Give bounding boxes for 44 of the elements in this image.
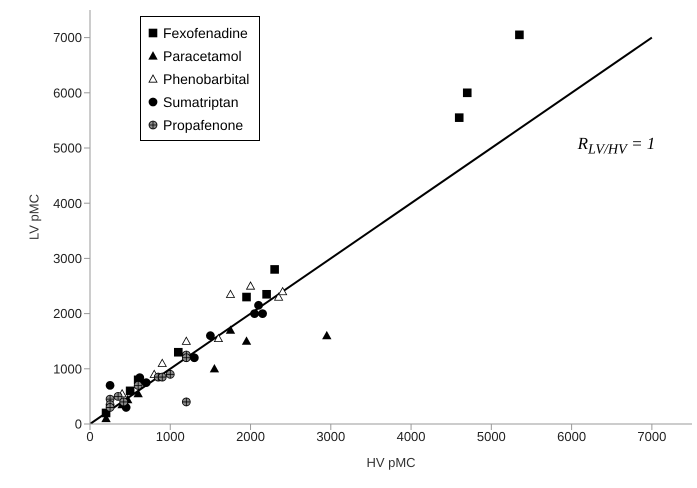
point: [270, 265, 279, 274]
y-axis-title: LV pMC: [26, 194, 42, 240]
y-tick-label: 3000: [53, 251, 82, 266]
y-tick-label: 7000: [53, 30, 82, 46]
legend-label: Sumatriptan: [163, 94, 238, 110]
y-tick-label: 6000: [53, 85, 82, 100]
legend-label: Phenobarbital: [163, 70, 250, 86]
x-tick-label: 3000: [316, 429, 346, 444]
annotation: R$_{LV/HV}$ = 1: [578, 134, 656, 159]
point: [278, 287, 288, 296]
point: [174, 348, 183, 357]
legend-label: Fexofenadine: [163, 24, 248, 40]
legend-label: Paracetamol: [163, 48, 242, 64]
y-tick-label: 1000: [53, 361, 82, 376]
point: [515, 30, 524, 40]
x-tick-label: 0: [86, 429, 94, 444]
x-axis-title: HV pMC: [366, 455, 416, 470]
x-tick-label: 7000: [637, 429, 666, 444]
point: [462, 88, 472, 98]
x-tick-label: 4000: [396, 429, 426, 444]
point: [242, 336, 251, 345]
point: [322, 331, 332, 340]
point: [210, 364, 219, 372]
legend-label: Propafenone: [163, 116, 244, 132]
y-tick-label: 0: [74, 416, 82, 432]
point: [158, 358, 167, 367]
y-tick-label: 2000: [53, 306, 82, 322]
point: [262, 290, 271, 299]
x-tick-label: 2000: [236, 429, 265, 444]
y-tick-label: 4000: [53, 196, 82, 211]
point: [246, 282, 255, 290]
x-tick-label: 6000: [557, 429, 586, 444]
point: [182, 336, 191, 345]
point: [226, 326, 235, 334]
point: [214, 334, 223, 342]
x-tick-label: 5000: [476, 429, 506, 444]
point: [454, 113, 464, 122]
point: [226, 290, 235, 298]
y-tick-label: 5000: [53, 140, 82, 156]
point: [134, 389, 143, 398]
point: [274, 292, 284, 301]
x-tick-label: 1000: [156, 429, 185, 444]
point: [126, 386, 134, 396]
point: [242, 292, 251, 302]
